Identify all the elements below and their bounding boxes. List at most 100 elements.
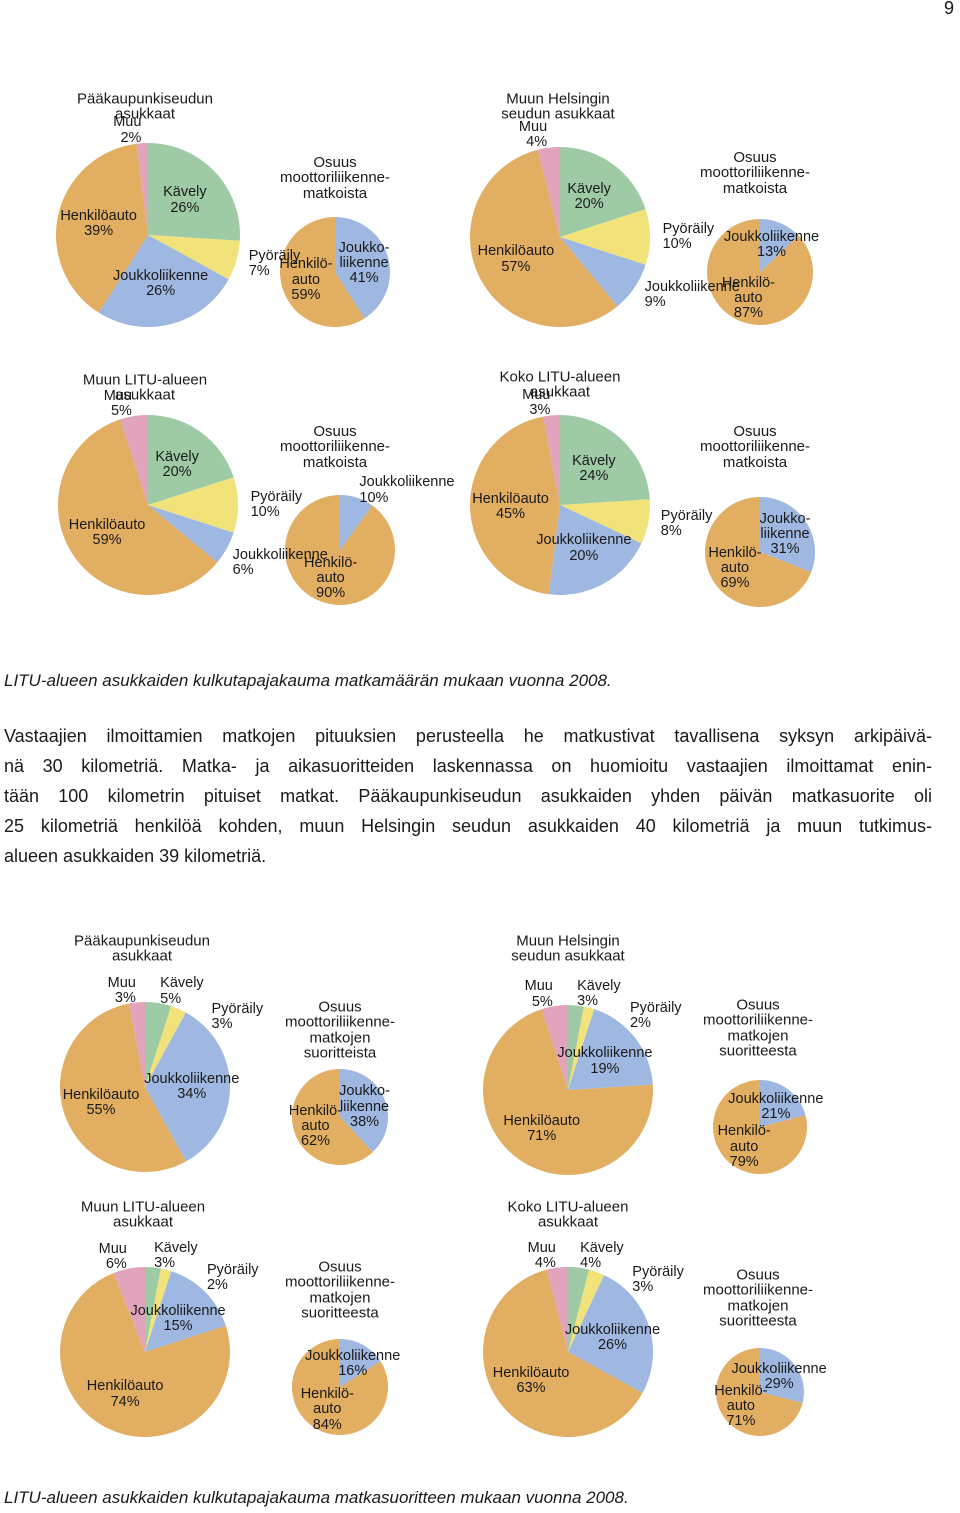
chart-title: Pääkaupunkiseudun asukkaat [77,90,213,123]
category-label: Joukkoliikenne [731,1360,827,1377]
pie-slice [705,497,812,607]
value-label: 26% [170,199,200,216]
data-label: Joukkoliikenne 15% [130,1302,226,1334]
category-label: Joukko- liikenne [759,511,811,543]
category-label: Kävely [163,184,207,201]
value-label: 69% [720,575,750,592]
pie-slice [145,1006,186,1087]
pie-slice [568,1006,595,1090]
paragraph-line: 25 kilometriä henkilöä kohden, muun Hels… [4,816,932,836]
value-label: 2% [206,1276,228,1293]
pie-slice [335,217,391,319]
pie-slice [148,505,234,563]
category-label: Kävely [155,448,199,465]
data-label: Pyöräily 2% [206,1262,259,1293]
chart-title: Muun Helsingin seudun asukkaat [501,90,615,123]
category-label: Muu [98,1240,127,1257]
chart-title: Osuus moottoriliikenne- matkojen suoritt… [702,1266,814,1330]
pie-slice [470,149,618,328]
value-label: 20% [162,463,192,480]
data-label: Joukkoliikenne 13% [724,229,819,261]
value-label: 34% [177,1086,207,1102]
category-label: Muu [518,118,548,135]
pie-slice [568,1005,584,1090]
value-label: 16% [338,1362,368,1379]
data-label: Henkilöauto 45% [472,490,549,522]
value-label: 3% [577,992,599,1009]
category-label: Joukkoliikenne [144,1070,240,1087]
value-label: 3% [114,989,136,1006]
value-label: 59% [92,531,122,548]
chart-title: Koko LITU-alueen asukkaat [507,1198,629,1231]
pie-slice [760,1348,804,1403]
category-label: Joukkoliikenne [130,1302,226,1319]
data-label: Henkilöauto 71% [503,1112,581,1144]
data-label: Henkilöauto 59% [68,516,146,548]
pie-slice [136,143,148,235]
data-label: Henkilöauto 39% [60,208,137,239]
value-label: 5% [160,990,182,1007]
pie-slice [541,1005,568,1090]
chart-title: Osuus moottoriliikenne- matkoista [699,423,811,471]
value-label: 41% [349,270,379,287]
value-label: 31% [770,541,800,558]
value-label: 59% [291,287,321,304]
pie-slice [537,147,560,237]
paragraph-line: Vastaajien ilmoittamien matkojen pituuks… [4,726,932,746]
data-label: Joukkoliikenne 6% [233,547,328,578]
category-label: Muu [103,387,132,404]
pie-slice [568,1009,653,1090]
data-label: Pyöräily 3% [632,1263,684,1295]
pie-slice [145,1271,226,1352]
data-label: Muu 3% [522,386,551,418]
category-label: Joukko- liikenne [339,1083,390,1115]
pie-slice [60,1003,186,1172]
category-label: Henkilö- auto [708,545,762,577]
category-label: Muu [522,386,551,403]
data-label: Henkilö- auto 90% [304,555,357,602]
value-label: 10% [250,504,280,520]
pie-slice [129,1002,145,1087]
data-label: Joukkoliikenne 19% [557,1045,653,1076]
pie-slice [469,416,560,595]
chart-title: Osuus moottoriliikenne- matkoista [279,423,391,471]
data-label: Joukkoliikenne 21% [728,1091,823,1122]
category-label: Muu [107,974,136,991]
value-label: 15% [163,1317,193,1334]
category-label: Henkilöauto [472,490,549,507]
data-label: Kävely 26% [163,184,207,216]
category-label: Joukkoliikenne [359,474,455,491]
pie-slice [148,477,239,533]
value-label: 62% [300,1133,330,1150]
category-label: Henkilöauto [68,516,146,533]
pie-slice [59,1272,230,1437]
data-label: Joukkoliikenne 9% [644,279,740,310]
category-label: Henkilöauto [503,1112,581,1129]
data-label: Henkilö- auto 79% [717,1123,771,1171]
pie-slice [148,235,240,280]
category-label: Joukkoliikenne [557,1045,653,1062]
data-label: Pyöräily 10% [663,221,715,252]
value-label: 26% [146,283,176,299]
pie-slice [568,1269,605,1352]
value-label: 24% [579,467,609,484]
value-label: 8% [660,523,682,540]
chart-title: Osuus moottoriliikenne- matkojen suoritt… [702,996,814,1060]
value-label: 13% [757,244,787,261]
value-label: 2% [120,129,142,146]
data-label: Joukkoliikenne 34% [144,1070,240,1102]
category-label: Henkilö- auto [717,1123,771,1155]
value-label: 9% [644,293,666,310]
paragraph-line: nä 30 kilometriä. Matka- ja aikasuoritte… [4,756,932,776]
value-label: 74% [110,1393,140,1410]
data-label: Joukkoliikenne 29% [731,1360,827,1392]
value-label: 5% [531,993,553,1010]
data-label: Joukkoliikenne 26% [113,268,208,299]
data-label: Henkilö- auto 71% [714,1383,767,1430]
pie-slice [560,415,650,505]
data-label: Kävely 20% [155,448,199,480]
category-label: Henkilö- auto [288,1102,343,1135]
category-label: Pyöräily [632,1263,684,1280]
category-label: Pyöräily [248,248,301,265]
